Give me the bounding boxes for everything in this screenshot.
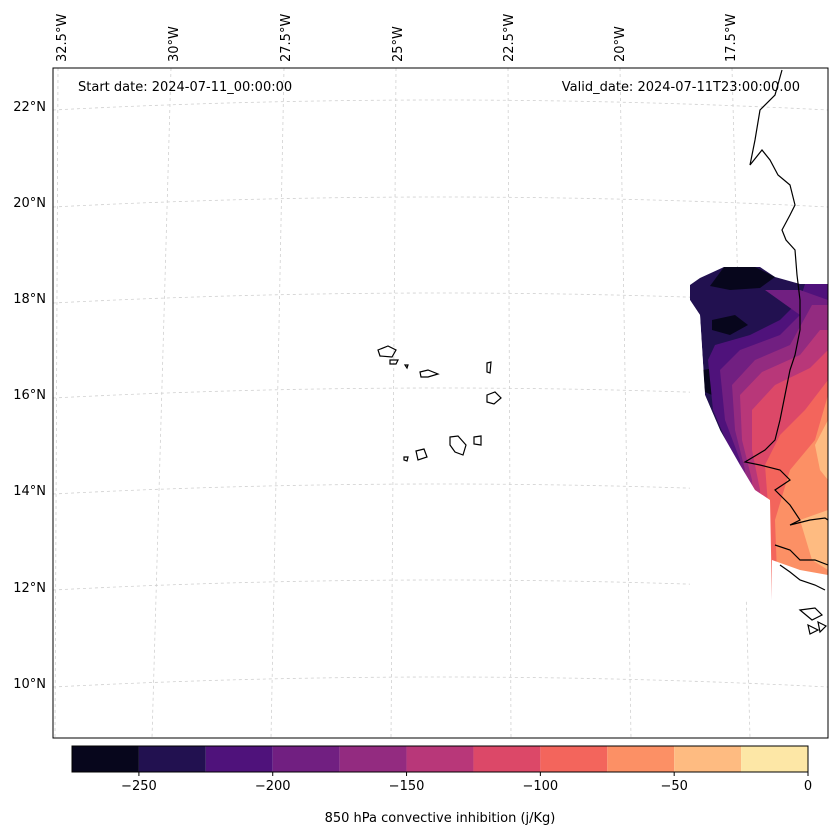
coastlines [377, 69, 828, 635]
island-santiago [449, 435, 467, 456]
island-maio [473, 435, 482, 446]
colorbar-label: 850 hPa convective inhibition (j/Kg) [325, 811, 556, 826]
colorbar-tick-label: −150 [389, 779, 425, 794]
island-sao-vicente [389, 359, 399, 365]
senegal-gambia-coast [774, 544, 828, 566]
colorbar-swatch [473, 746, 541, 772]
graticule [53, 68, 828, 738]
contour-band-50 [815, 420, 828, 480]
colorbar-swatch [540, 746, 608, 772]
cin-contours [690, 267, 828, 610]
lon-label: 30°W [167, 26, 182, 62]
contour-band-275-b [712, 315, 748, 335]
colorbar-tick-label: −100 [523, 779, 559, 794]
lon-label: 20°W [613, 26, 628, 62]
contour-band-50-b [800, 510, 828, 570]
lat-label: 20°N [13, 196, 46, 211]
island-sao-nicolau [419, 369, 440, 378]
colorbar-swatch [406, 746, 474, 772]
colorbar-swatch [741, 746, 808, 772]
valid-date-label: Valid_date: 2024-07-11T23:00:00.00 [562, 80, 800, 95]
lat-label: 14°N [13, 484, 46, 499]
colorbar-swatch [72, 746, 139, 772]
colorbar-swatch [138, 746, 206, 772]
colorbar-ticks: −250 −200 −150 −100 −50 0 [121, 772, 812, 794]
colorbar-swatch [272, 746, 340, 772]
island-santo-antao [377, 345, 397, 358]
guinea-bissau-coast [779, 564, 826, 591]
lon-label: 27.5°W [279, 14, 294, 62]
latitude-labels: 22°N 20°N 18°N 16°N 14°N 12°N 10°N [13, 100, 46, 692]
start-date-label: Start date: 2024-07-11_00:00:00 [78, 80, 292, 95]
africa-coastline [743, 69, 828, 526]
lon-label: 32.5°W [55, 14, 70, 62]
lon-label: 25°W [391, 26, 406, 62]
lat-label: 16°N [13, 388, 46, 403]
colorbar [71, 745, 809, 773]
colorbar-tick-label: −50 [660, 779, 687, 794]
island-sal [486, 361, 492, 374]
colorbar-swatch [607, 746, 675, 772]
lat-label: 22°N [13, 100, 46, 115]
island-brava [403, 456, 409, 462]
colorbar-tick-label: −250 [121, 779, 157, 794]
map-frame [52, 67, 829, 739]
contour-outer-clip [690, 300, 772, 600]
lat-label: 12°N [13, 581, 46, 596]
island-fogo [415, 448, 428, 461]
lat-label: 18°N [13, 292, 46, 307]
island-boa-vista [486, 391, 502, 405]
contour-south-edge [772, 560, 828, 610]
colorbar-swatch [339, 746, 407, 772]
lon-label: 22.5°W [502, 14, 517, 62]
lat-label: 10°N [13, 677, 46, 692]
island-santa-luzia [403, 364, 409, 370]
colorbar-swatch [674, 746, 742, 772]
colorbar-tick-label: 0 [804, 779, 812, 794]
lon-label: 17.5°W [724, 14, 739, 62]
guinea-islands [798, 607, 828, 635]
colorbar-swatch [205, 746, 273, 772]
colorbar-frame [71, 745, 809, 773]
longitude-labels: 32.5°W 30°W 27.5°W 25°W 22.5°W 20°W 17.5… [55, 14, 739, 62]
contour-band-275 [710, 267, 775, 290]
colorbar-tick-label: −200 [255, 779, 291, 794]
